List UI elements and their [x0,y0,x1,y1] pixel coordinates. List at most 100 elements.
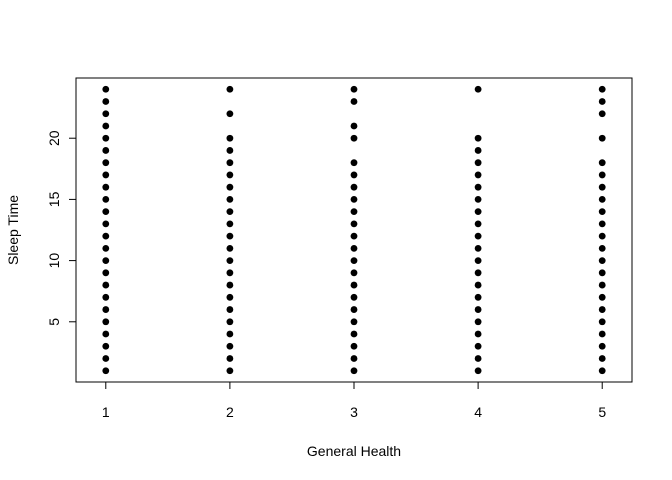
data-point [226,367,234,375]
data-point [350,342,358,350]
data-point [350,232,358,240]
data-point [102,134,110,142]
data-point [226,232,234,240]
data-point [350,269,358,277]
data-point [350,159,358,167]
data-point [598,330,606,338]
data-point [474,196,482,203]
data-point [350,306,358,313]
data-point [598,355,606,362]
data-point [350,318,358,326]
data-point [598,220,606,228]
data-point [350,183,358,191]
y-tick-label: 20 [46,130,62,146]
data-point [350,367,358,375]
y-tick-label: 5 [46,318,62,326]
data-point [102,147,110,154]
data-point [598,293,606,301]
data-point [102,220,110,228]
data-point [598,318,606,326]
data-point [350,220,358,228]
data-point [350,208,358,216]
data-point [102,306,110,313]
x-axis-label: General Health [307,443,401,459]
data-point [102,257,110,264]
data-point [598,306,606,313]
data-point [598,85,606,93]
data-point [474,330,482,338]
y-tick-label: 15 [46,191,62,207]
data-point [474,134,482,142]
x-tick-label: 3 [350,404,358,420]
data-point [598,171,606,179]
points-layer [102,85,606,375]
data-point [102,355,110,362]
data-point [350,293,358,301]
data-point [102,281,110,289]
data-point [598,208,606,216]
data-point [474,183,482,191]
x-axis: 1 2 3 4 5 [102,381,606,420]
data-point [102,110,110,118]
data-point [226,342,234,350]
data-point [350,281,358,289]
data-point [474,220,482,228]
data-point [102,171,110,179]
data-point [474,367,482,375]
data-point [226,281,234,289]
data-point [598,134,606,142]
data-point [102,269,110,277]
data-point [226,171,234,179]
data-point [474,171,482,179]
data-point [474,318,482,326]
data-point [350,196,358,203]
data-point [474,281,482,289]
data-point [474,342,482,350]
data-point [350,355,358,362]
data-point [598,196,606,203]
y-tick-label: 10 [46,253,62,269]
data-point [102,208,110,216]
data-point [598,98,606,105]
data-point [226,330,234,338]
data-point [226,220,234,228]
data-point [102,244,110,252]
data-point [598,342,606,350]
data-point [350,134,358,142]
data-point [102,293,110,301]
data-point [598,110,606,118]
data-point [226,306,234,313]
data-point [102,367,110,375]
x-tick-label: 2 [226,404,234,420]
data-point [226,355,234,362]
data-point [474,85,482,93]
data-point [350,171,358,179]
data-point [102,318,110,326]
data-point [598,257,606,264]
data-point [102,232,110,240]
data-point [102,183,110,191]
x-tick-label: 4 [474,404,482,420]
data-point [226,269,234,277]
data-point [226,318,234,326]
data-point [598,232,606,240]
data-point [474,269,482,277]
data-point [598,183,606,191]
data-point [102,330,110,338]
data-point [598,281,606,289]
data-point [350,257,358,264]
data-point [474,232,482,240]
data-point [350,85,358,93]
y-axis-label: Sleep Time [5,195,21,265]
data-point [102,85,110,93]
data-point [102,98,110,105]
data-point [474,306,482,313]
data-point [226,134,234,142]
data-point [226,196,234,203]
data-point [102,196,110,203]
x-tick-label: 1 [102,404,110,420]
data-point [474,244,482,252]
data-point [226,159,234,167]
data-point [102,122,110,130]
